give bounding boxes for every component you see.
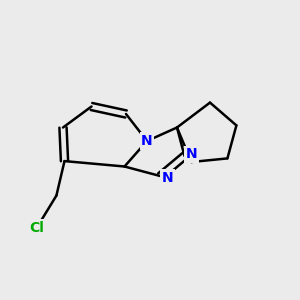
Text: N: N [161,171,173,184]
Text: N: N [185,148,197,161]
Text: N: N [141,134,153,148]
Text: Cl: Cl [29,221,44,235]
